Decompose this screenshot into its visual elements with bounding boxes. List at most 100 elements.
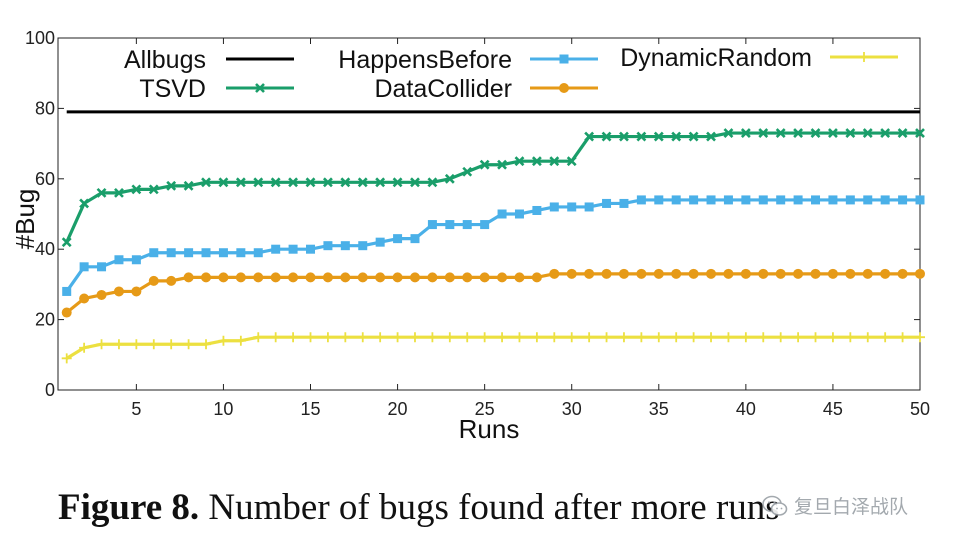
y-tick-label: 80 — [35, 98, 55, 118]
series-datacollider-point — [409, 272, 420, 283]
series-happensbefore-point — [79, 262, 89, 272]
series-tsvd-point — [270, 177, 281, 188]
series-happensbefore-point — [218, 248, 228, 258]
series-happensbefore-point — [375, 237, 385, 247]
series-happensbefore-point — [393, 234, 403, 244]
series-datacollider-line — [65, 272, 920, 314]
series-dynamicrandom-point — [566, 332, 577, 343]
series-dynamicrandom — [61, 332, 925, 364]
legend-allbugs-label: Allbugs — [124, 46, 206, 74]
legend-happensbefore-point — [559, 54, 569, 64]
series-datacollider-point — [305, 272, 316, 283]
series-dynamicrandom-point — [618, 332, 629, 343]
series-happensbefore-point — [532, 205, 542, 215]
series-datacollider-point — [270, 272, 281, 283]
series-dynamicrandom-point — [340, 332, 351, 343]
series-happensbefore-point — [323, 241, 333, 251]
series-datacollider-point — [897, 268, 908, 279]
series-tsvd-line — [65, 131, 920, 243]
series-dynamicrandom-point — [375, 332, 386, 343]
series-happensbefore-point — [793, 195, 803, 205]
series-datacollider-point — [827, 268, 838, 279]
series-happensbefore-point — [863, 195, 873, 205]
series-datacollider-point — [758, 268, 769, 279]
series-happensbefore-point — [410, 234, 420, 244]
legend-allbugs: Allbugs — [124, 46, 294, 74]
series-tsvd-point — [201, 177, 211, 188]
series-tsvd-point — [880, 128, 891, 138]
series-datacollider-point — [375, 272, 386, 283]
series-datacollider-point — [740, 268, 751, 279]
wechat-icon — [762, 495, 788, 516]
series-happensbefore-point — [845, 195, 855, 205]
x-tick-label: 5 — [131, 399, 141, 419]
series-happensbefore-point — [253, 248, 263, 258]
series-happensbefore-point — [358, 241, 368, 251]
series-dynamicrandom-point — [479, 332, 490, 343]
series-dynamicrandom-point — [862, 332, 873, 343]
series-dynamicrandom-point — [148, 339, 159, 350]
series-datacollider-point — [96, 289, 107, 300]
series-tsvd-point — [897, 128, 908, 138]
axes: 0 20 40 60 80 100 5 10 15 20 25 30 35 40 45 50 — [25, 28, 930, 419]
series-dynamicrandom-point — [827, 332, 838, 343]
series-datacollider-point — [862, 268, 873, 279]
series-tsvd-point — [636, 131, 647, 142]
series-datacollider-point — [497, 272, 508, 283]
series-datacollider-point — [113, 286, 124, 297]
y-tick-label: 60 — [35, 169, 55, 189]
series-tsvd-point — [915, 128, 925, 138]
series-dynamicrandom-point — [584, 332, 595, 343]
series-happensbefore-point — [584, 202, 594, 212]
series-dynamicrandom-point — [775, 332, 786, 343]
series-dynamicrandom-point — [462, 332, 473, 343]
series-tsvd-point — [288, 177, 299, 188]
series-dynamicrandom-point — [235, 335, 246, 346]
series-datacollider-point — [688, 268, 699, 279]
series-happensbefore-point — [480, 220, 490, 230]
series-dynamicrandom-point — [96, 339, 107, 350]
series-datacollider-point — [340, 272, 351, 283]
series-happensbefore-point — [114, 255, 124, 265]
series-happensbefore-point — [236, 248, 246, 258]
series-dynamicrandom-point — [740, 332, 751, 343]
y-tick-label: 40 — [35, 239, 55, 259]
series-datacollider — [61, 268, 925, 318]
series-dynamicrandom-point — [427, 332, 438, 343]
series-dynamicrandom-point — [322, 332, 333, 343]
series-tsvd-point — [497, 159, 507, 170]
series-datacollider-point — [253, 272, 264, 283]
series-happensbefore-point — [636, 195, 646, 205]
series-tsvd-point — [601, 131, 612, 142]
y-tick-label: 0 — [45, 380, 55, 400]
series-happensbefore-point — [445, 220, 455, 230]
series-datacollider-point — [531, 272, 542, 283]
series-layer — [61, 110, 925, 364]
series-dynamicrandom-point — [810, 332, 821, 343]
series-datacollider-point — [166, 275, 177, 286]
series-dynamicrandom-point — [497, 332, 508, 343]
series-datacollider-point — [775, 268, 786, 279]
series-datacollider-point — [549, 268, 560, 279]
series-happensbefore-point — [166, 248, 176, 258]
legend-happensbefore: HappensBefore — [338, 46, 598, 74]
series-happensbefore-point — [671, 195, 681, 205]
series-dynamicrandom-point — [357, 332, 368, 343]
series-tsvd-point — [706, 131, 716, 142]
series-happensbefore-point — [62, 286, 72, 296]
series-dynamicrandom-point — [409, 332, 420, 343]
series-tsvd-point — [479, 159, 490, 170]
legend-datacollider-label: DataCollider — [374, 75, 512, 103]
series-datacollider-point — [671, 268, 682, 279]
series-tsvd-point — [584, 131, 595, 142]
series-tsvd-point — [61, 237, 72, 248]
series-tsvd-point — [305, 177, 316, 188]
legend-datacollider-point — [559, 83, 569, 93]
series-happensbefore-point — [811, 195, 821, 205]
series-tsvd-point — [148, 184, 159, 195]
series-tsvd — [61, 128, 925, 248]
series-happensbefore-point — [288, 244, 298, 254]
series-dynamicrandom-point — [288, 332, 299, 343]
x-axis-title: Runs — [459, 414, 520, 444]
series-tsvd-point — [410, 177, 420, 188]
